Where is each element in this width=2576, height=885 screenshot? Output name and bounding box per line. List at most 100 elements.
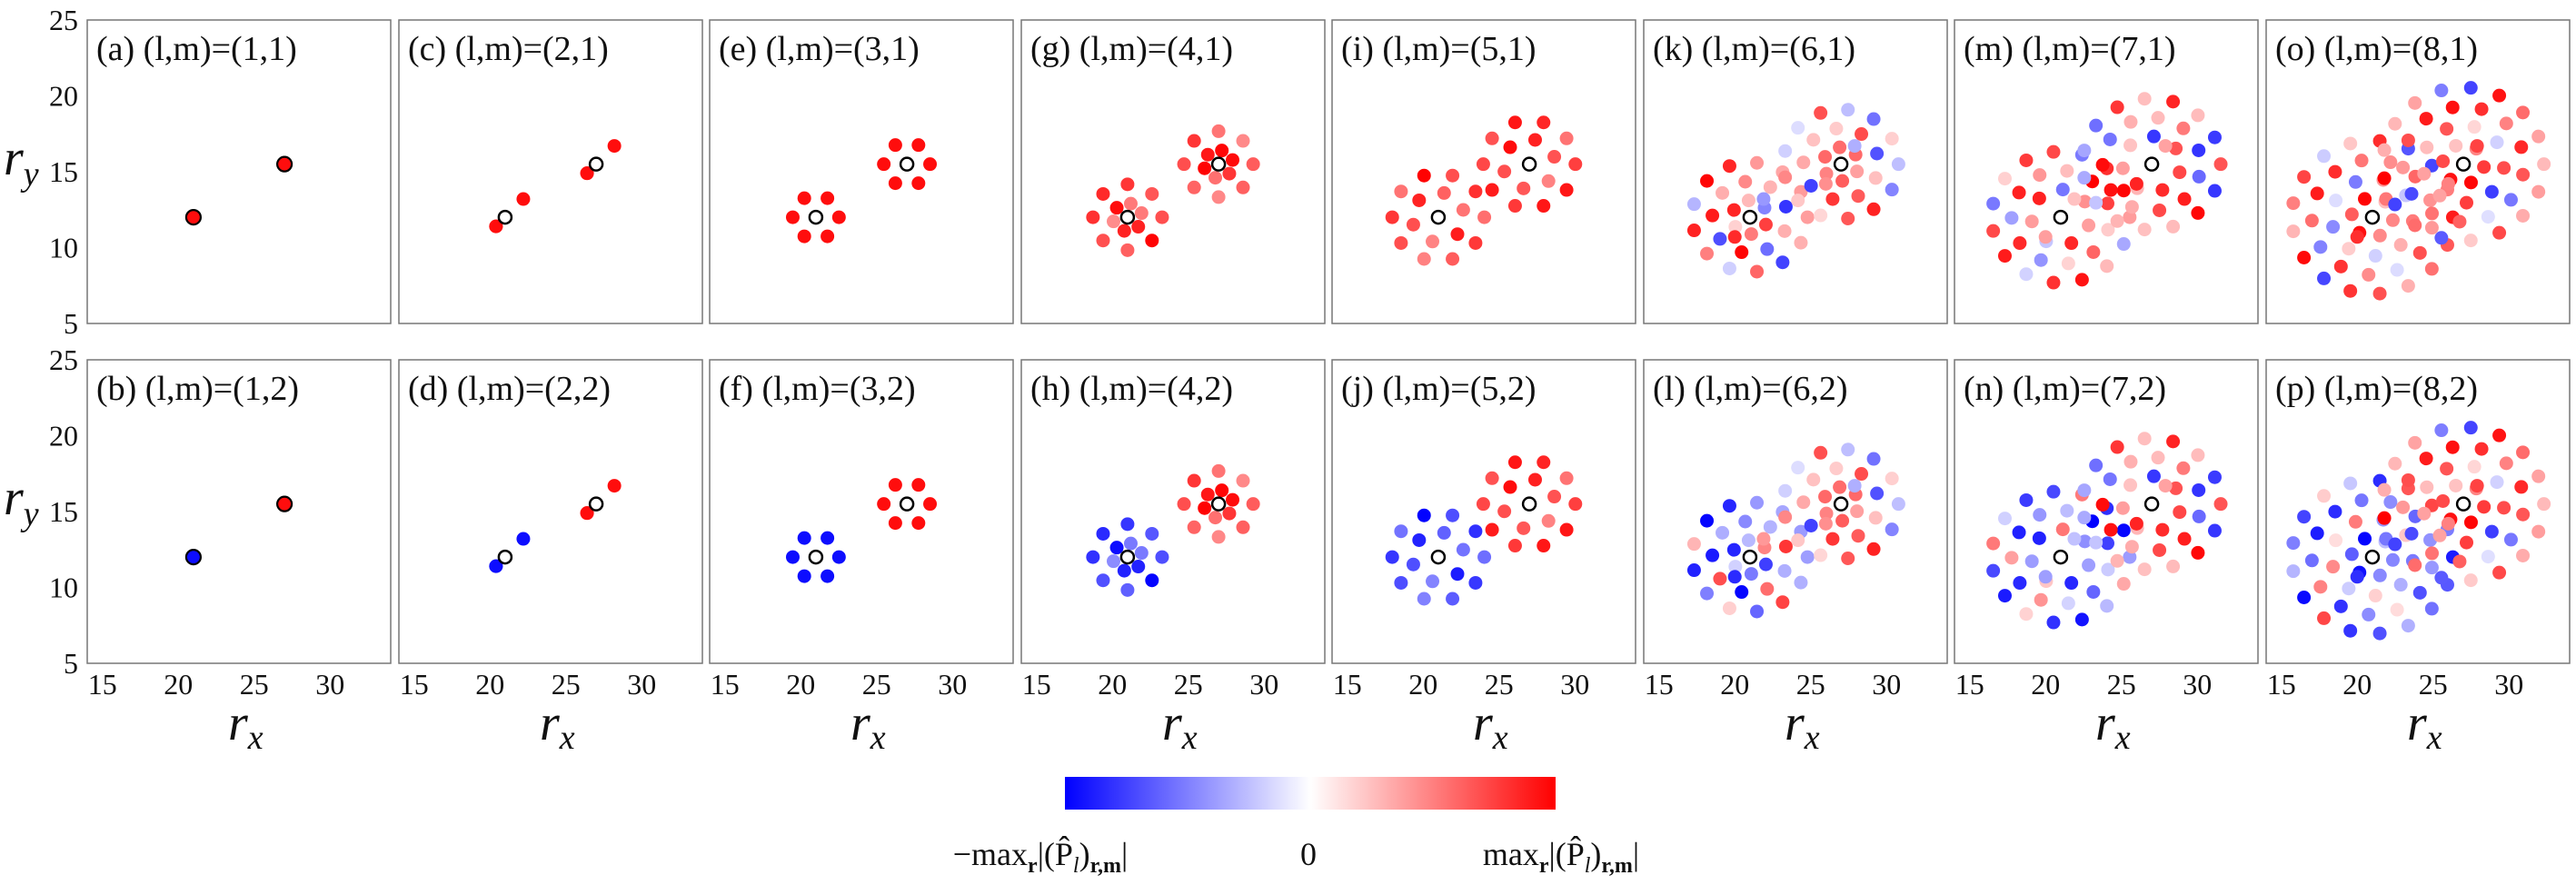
site-point [2024,554,2039,569]
site-point [2393,238,2408,253]
site-point [1686,224,1701,238]
x-tick-label: 25 [2419,668,2448,701]
site-point [1829,122,1844,136]
site-point [2095,157,2110,172]
site-point [2082,558,2096,572]
site-point [2123,550,2137,564]
site-point [2103,472,2117,486]
site-point [2151,451,2165,465]
site-point [1722,261,1736,275]
site-point [2032,531,2046,545]
site-point [1794,575,1808,590]
site-point [2146,129,2161,144]
site-point [2333,259,2348,273]
site-point [2104,183,2118,197]
site-point [877,497,891,512]
center-site [276,495,293,512]
site-point [1117,224,1131,238]
y-tick-label: 25 [49,4,78,36]
site-point [2425,206,2440,221]
site-point [2192,482,2206,497]
panel-frame [86,19,392,324]
x-tick-label: 15 [400,668,429,701]
site-point [2328,504,2342,519]
site-point [2372,568,2387,582]
site-point [1155,210,1169,224]
site-point [2207,130,2222,144]
site-point [1117,563,1131,578]
x-tick-label: 20 [2342,668,2372,701]
site-point [2492,428,2507,442]
site-point [1763,180,1777,194]
site-point [2055,522,2070,537]
site-point [2100,196,2114,211]
site-point [2046,484,2061,499]
site-point [1096,234,1110,248]
site-point [2531,129,2546,144]
site-point [1700,586,1715,601]
site-point [2038,230,2053,244]
site-point [2166,219,2181,234]
site-point [1426,574,1440,589]
site-point [2531,469,2546,483]
panel-title: (i) (l,m)=(5,1) [1341,30,1537,68]
site-point [1096,573,1110,588]
site-point [1450,567,1465,582]
site-point [1855,127,1869,142]
panel-frame [709,19,1014,324]
site-point [1850,504,1865,519]
x-tick-label: 15 [711,668,740,701]
site-point [1791,461,1805,475]
site-point [2537,497,2551,512]
site-point [2463,81,2478,95]
site-point [2191,448,2205,462]
center-marker [2455,156,2472,172]
panel-frame [1643,19,1948,324]
site-point [1507,455,1522,470]
site-point [2137,223,2152,237]
site-point [2297,510,2312,524]
site-point [2490,475,2504,490]
site-point [1800,550,1815,564]
site-point [1177,497,1191,512]
site-point [2516,507,2531,522]
site-point [2383,155,2398,170]
site-point [1818,490,1833,504]
panel-title: (c) (l,m)=(2,1) [408,30,609,68]
center-marker [588,496,604,512]
site-point [2124,540,2139,554]
site-point [1527,133,1542,147]
site-point [2460,535,2474,550]
site-point [1497,164,1512,179]
site-point [1385,210,1399,224]
site-point [2492,565,2507,580]
site-point [1456,203,1470,217]
site-point [1794,235,1808,250]
panel-title: (o) (l,m)=(8,1) [2275,30,2478,68]
site-point [2419,452,2433,466]
panel-a: (a) (l,m)=(1,1) 5 10 15 20 25 ry [4,4,392,340]
site-point [2358,192,2372,206]
panel-h: (h) (l,m)=(4,2) 15 20 25 30 rx [1020,359,1326,757]
center-marker [1833,496,1849,512]
site-point [1568,157,1583,172]
site-point [2499,116,2513,131]
site-point [1778,170,1793,184]
site-point [2537,157,2551,172]
site-point [2100,536,2114,551]
x-tick-label: 30 [1560,668,1589,701]
site-point [2310,186,2324,201]
x-tick-label: 25 [1796,668,1825,701]
site-point [1870,146,1885,161]
site-point [1997,589,2012,603]
site-point [1446,508,1460,522]
site-point [2313,240,2328,254]
site-point [2432,188,2447,203]
site-point [2004,211,2019,225]
site-point [1086,210,1100,224]
site-point [1450,227,1465,242]
site-point [1819,166,1834,181]
site-point [2155,183,2170,197]
site-point [1825,192,1840,206]
panel-frame [398,359,703,664]
